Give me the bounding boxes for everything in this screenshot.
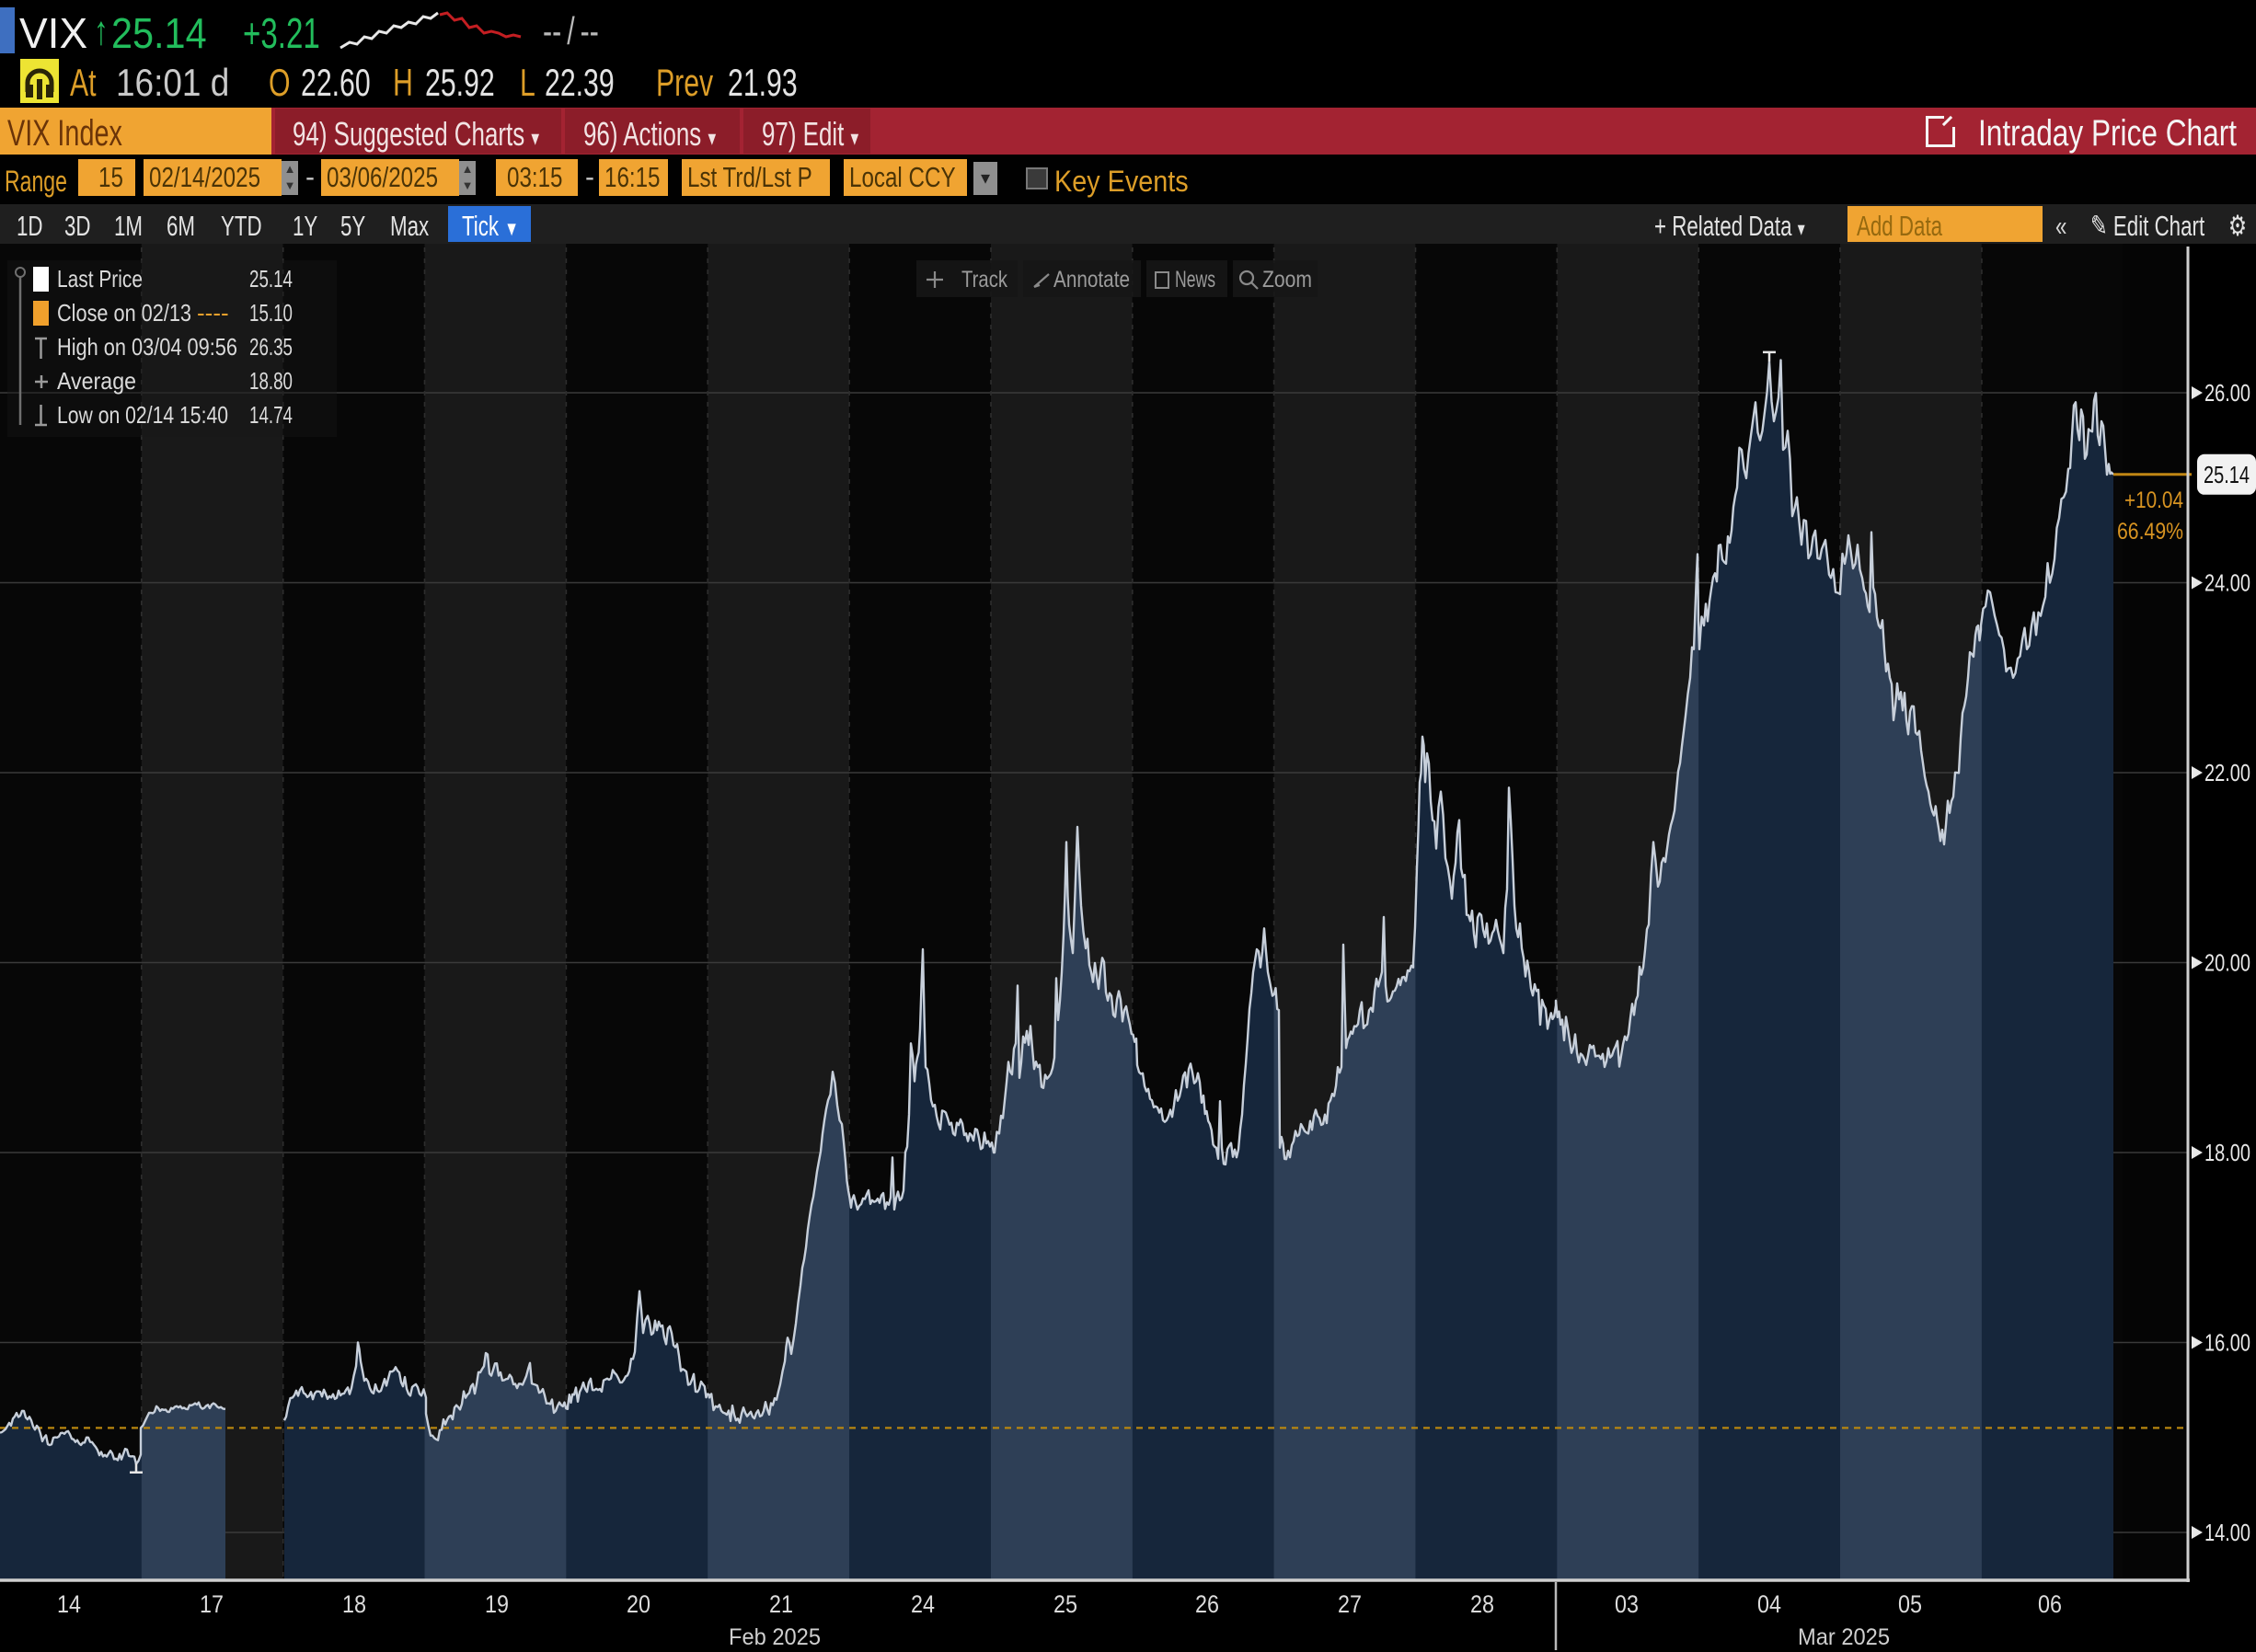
svg-text:Zoom: Zoom xyxy=(1262,267,1312,293)
svg-text:Annotate: Annotate xyxy=(1053,267,1130,293)
svg-text:19: 19 xyxy=(485,1590,509,1618)
svg-text:18.00: 18.00 xyxy=(2204,1139,2250,1166)
svg-text:66.49%: 66.49% xyxy=(2117,519,2183,545)
svg-text:26.00: 26.00 xyxy=(2204,379,2250,407)
svg-text:06: 06 xyxy=(2038,1590,2062,1618)
svg-text:05: 05 xyxy=(1898,1590,1922,1618)
svg-text:Last Price: Last Price xyxy=(57,265,143,293)
svg-text:15.10: 15.10 xyxy=(249,299,293,327)
svg-text:Close on 02/13: Close on 02/13 xyxy=(57,299,191,327)
svg-text:20.00: 20.00 xyxy=(2204,949,2250,977)
svg-text:25: 25 xyxy=(1053,1590,1077,1618)
svg-text:03: 03 xyxy=(1615,1590,1639,1618)
svg-text:14.74: 14.74 xyxy=(249,401,293,429)
svg-text:20: 20 xyxy=(627,1590,650,1618)
svg-text:21: 21 xyxy=(769,1590,793,1618)
svg-text:28: 28 xyxy=(1470,1590,1494,1618)
svg-text:Mar 2025: Mar 2025 xyxy=(1798,1624,1890,1650)
svg-text:----: ---- xyxy=(197,299,229,327)
svg-text:High on 03/04 09:56: High on 03/04 09:56 xyxy=(57,333,237,361)
svg-text:27: 27 xyxy=(1338,1590,1362,1618)
svg-text:22.00: 22.00 xyxy=(2204,759,2250,786)
svg-text:14.00: 14.00 xyxy=(2204,1519,2250,1546)
svg-text:Average: Average xyxy=(57,367,136,395)
svg-text:+10.04: +10.04 xyxy=(2124,488,2183,513)
svg-text:25.14: 25.14 xyxy=(249,265,293,293)
svg-text:Track: Track xyxy=(961,267,1007,293)
svg-text:24.00: 24.00 xyxy=(2204,569,2250,597)
svg-text:17: 17 xyxy=(200,1590,224,1618)
svg-text:14: 14 xyxy=(57,1590,81,1618)
svg-text:News: News xyxy=(1175,267,1215,293)
svg-text:18.80: 18.80 xyxy=(249,367,293,395)
svg-text:Feb 2025: Feb 2025 xyxy=(729,1624,821,1650)
svg-text:25.14: 25.14 xyxy=(2204,461,2250,488)
svg-text:16.00: 16.00 xyxy=(2204,1329,2250,1357)
svg-text:26.35: 26.35 xyxy=(249,333,293,361)
svg-text:04: 04 xyxy=(1757,1590,1781,1618)
svg-text:Low on 02/14 15:40: Low on 02/14 15:40 xyxy=(57,401,228,429)
svg-text:26: 26 xyxy=(1195,1590,1219,1618)
svg-text:18: 18 xyxy=(342,1590,366,1618)
svg-text:24: 24 xyxy=(911,1590,935,1618)
